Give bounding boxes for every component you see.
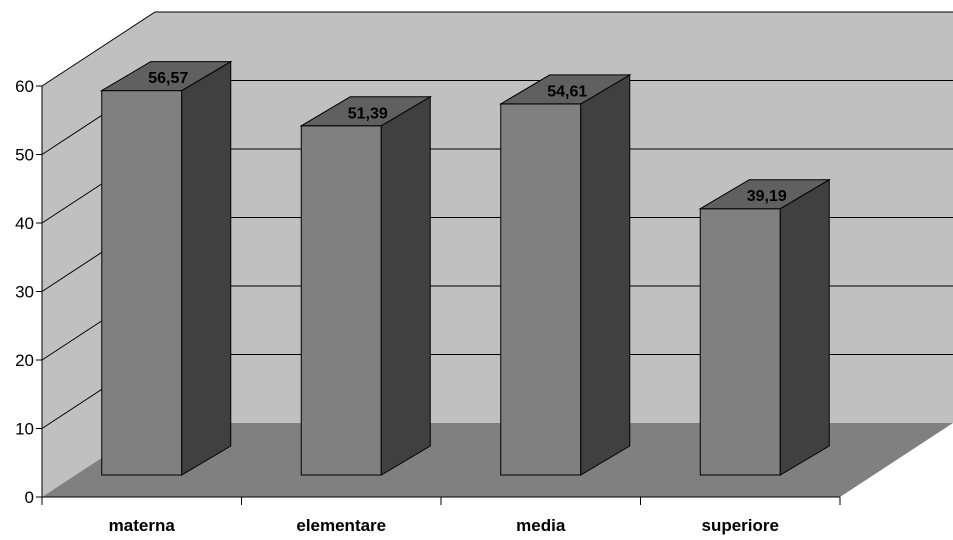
bar-top xyxy=(99,61,233,92)
x-tick-label: materna xyxy=(109,516,176,535)
bar xyxy=(299,95,433,476)
data-label: 56,57 xyxy=(148,70,188,87)
x-tick-label: elementare xyxy=(296,516,386,535)
bar-top xyxy=(299,96,433,127)
gridline xyxy=(41,11,953,87)
bar-top xyxy=(698,179,832,210)
y-tick-label: 50 xyxy=(15,146,34,165)
y-tick-label: 20 xyxy=(15,351,34,370)
bar-front xyxy=(101,90,183,476)
bar-side xyxy=(181,60,232,476)
y-axis: 0 10 20 30 40 50 60 xyxy=(15,77,43,507)
bar-top xyxy=(498,74,632,105)
bar-side xyxy=(380,95,431,476)
bar-side xyxy=(779,178,830,476)
x-tick-label: superiore xyxy=(702,516,779,535)
bar-front xyxy=(699,208,781,476)
bar-front xyxy=(500,103,582,476)
labels: 56,57 51,39 54,61 39,19 xyxy=(148,70,787,205)
bar-side xyxy=(580,74,631,476)
bar xyxy=(498,74,632,476)
data-label: 39,19 xyxy=(747,188,787,205)
y-tick-label: 60 xyxy=(15,77,34,96)
y-tick-label: 10 xyxy=(15,420,34,439)
y-tick-label: 0 xyxy=(25,488,34,507)
x-tick-label: media xyxy=(516,516,566,535)
bar xyxy=(698,178,832,476)
bar-front xyxy=(300,125,382,476)
y-tick-label: 30 xyxy=(15,283,34,302)
data-label: 51,39 xyxy=(348,105,388,122)
bars xyxy=(99,60,832,476)
data-label: 54,61 xyxy=(547,83,587,100)
y-tick-label: 40 xyxy=(15,214,34,233)
bar xyxy=(99,60,233,476)
x-axis: materna elementare media superiore xyxy=(41,496,841,535)
